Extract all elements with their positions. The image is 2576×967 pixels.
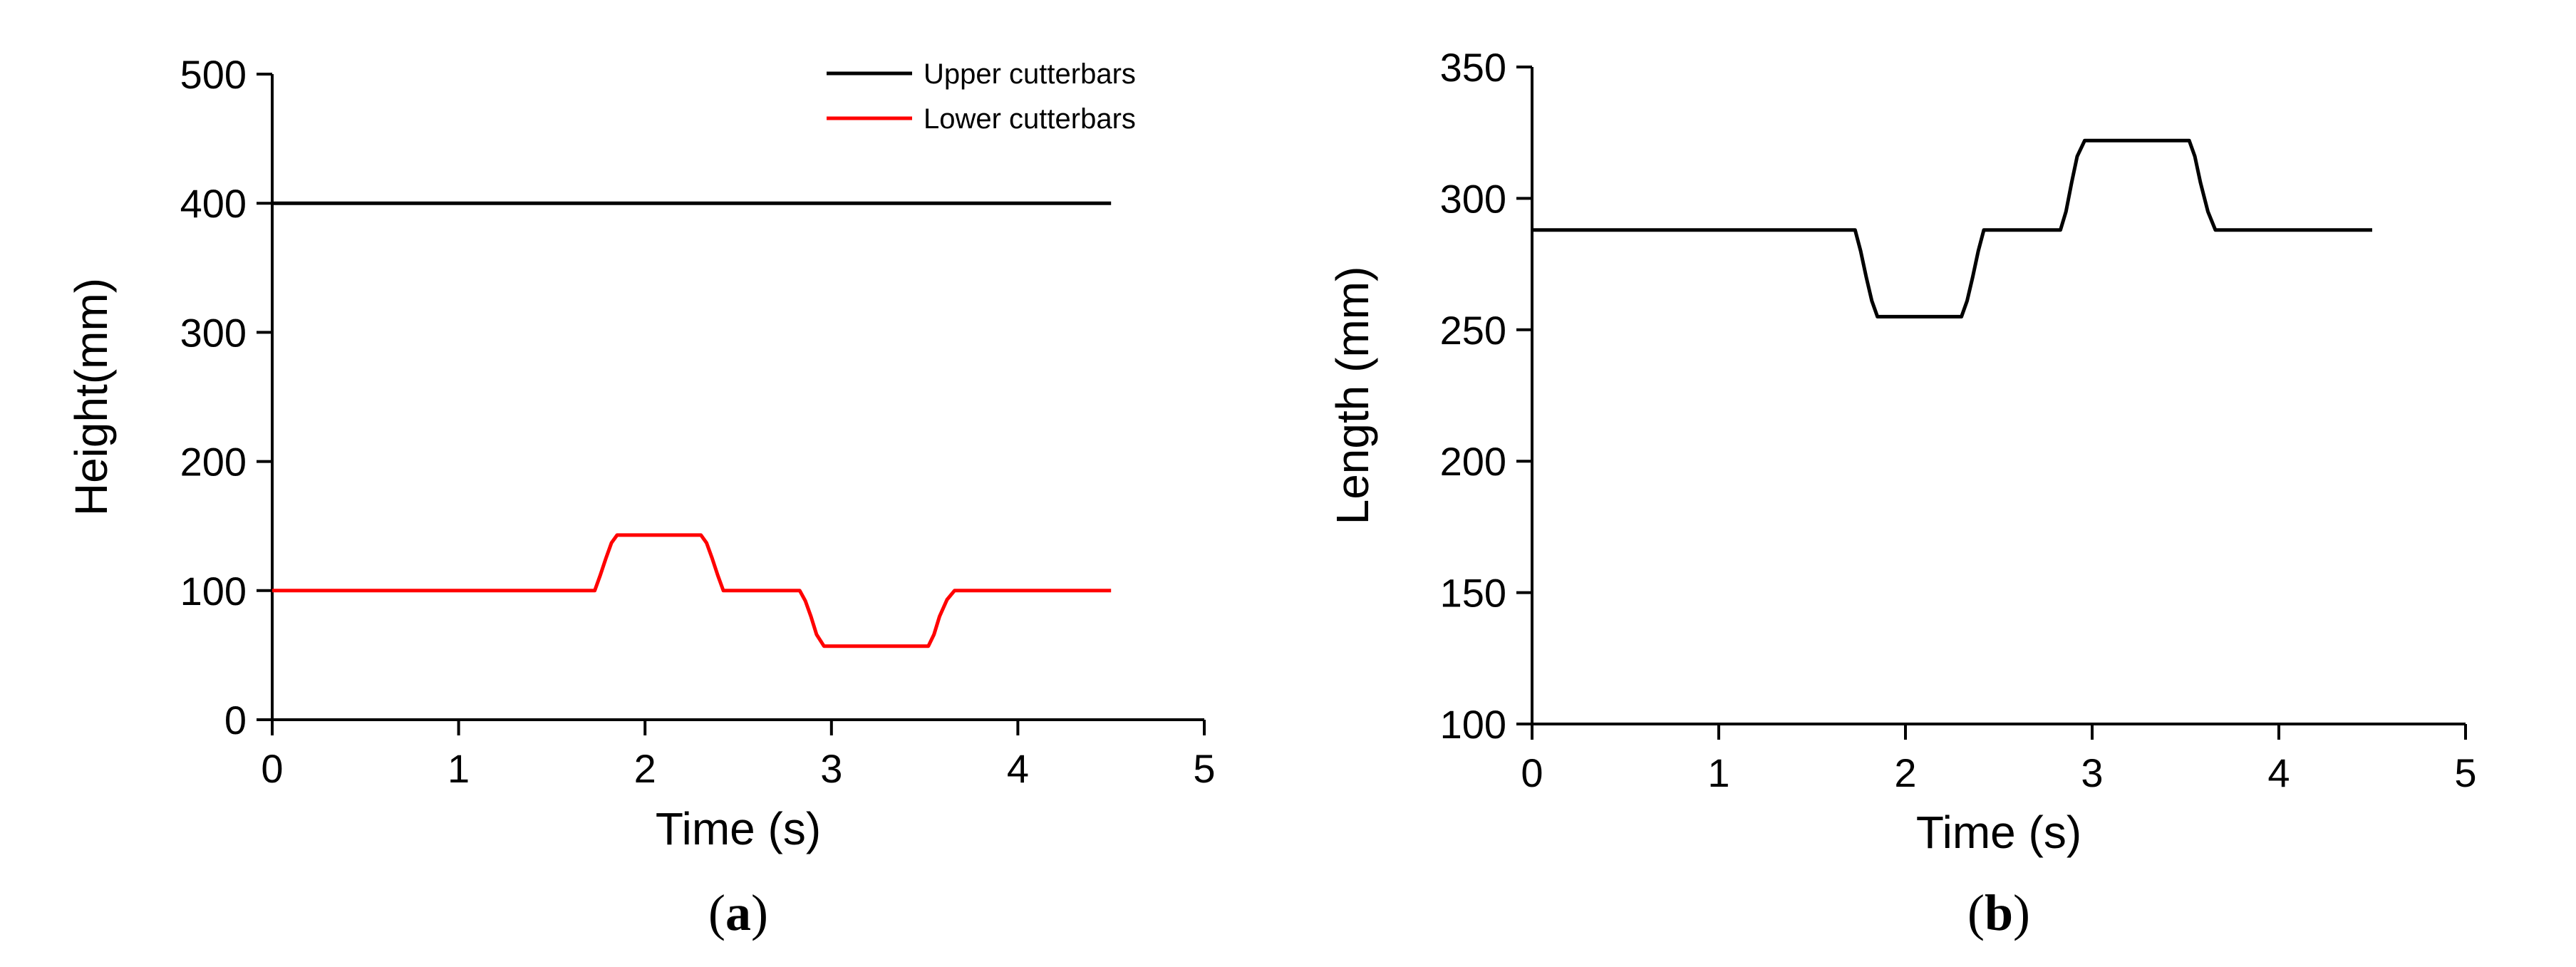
panel-a-chart: 0 1 2 3 4 5 0 100 200 300 400 500 Time (s) Height(mm)… (66, 52, 1216, 941)
panel-label: (b) (1967, 884, 2030, 941)
x-axis-title: Time (s) (656, 803, 821, 854)
x-tick-label: 1 (1707, 750, 1729, 795)
y-tick-label: 200 (180, 440, 247, 485)
panel-b-chart: 0 1 2 3 4 5 100 150 200 250 300 350 Time (s) Length (… (1327, 45, 2477, 941)
y-axis-title: Length (mm) (1327, 267, 1378, 525)
series-line (1532, 138, 2372, 319)
x-tick-label: 0 (261, 746, 283, 791)
y-tick-label: 250 (1440, 308, 1506, 353)
x-tick-label: 5 (1193, 746, 1215, 791)
x-tick-label: 4 (2267, 750, 2290, 795)
x-tick-label: 3 (2081, 750, 2103, 795)
x-tick-label: 2 (1894, 750, 1916, 795)
y-tick-label: 0 (224, 698, 247, 743)
x-axis-title: Time (s) (1916, 807, 2081, 858)
x-tick-label: 3 (820, 746, 842, 791)
y-tick-label: 300 (1440, 176, 1506, 221)
y-tick-label: 200 (1440, 439, 1506, 484)
y-tick-label: 300 (180, 310, 247, 355)
legend-entry: Upper cutterbars (924, 58, 1136, 90)
panel-label: (a) (708, 884, 768, 941)
x-tick-label: 0 (1521, 750, 1543, 795)
series-line-lower-cutterbars (272, 533, 1112, 648)
x-tick-label: 4 (1007, 746, 1029, 791)
y-tick-label: 150 (1440, 571, 1506, 616)
legend-entry: Lower cutterbars (924, 103, 1136, 135)
y-tick-label: 500 (180, 52, 247, 97)
y-tick-label: 350 (1440, 45, 1506, 90)
y-tick-label: 400 (180, 181, 247, 226)
x-tick-label: 1 (448, 746, 470, 791)
y-tick-label: 100 (1440, 702, 1506, 747)
y-tick-label: 100 (180, 569, 247, 614)
x-tick-label: 5 (2454, 750, 2476, 795)
x-tick-label: 2 (634, 746, 656, 791)
y-axis-title: Height(mm) (66, 278, 117, 516)
